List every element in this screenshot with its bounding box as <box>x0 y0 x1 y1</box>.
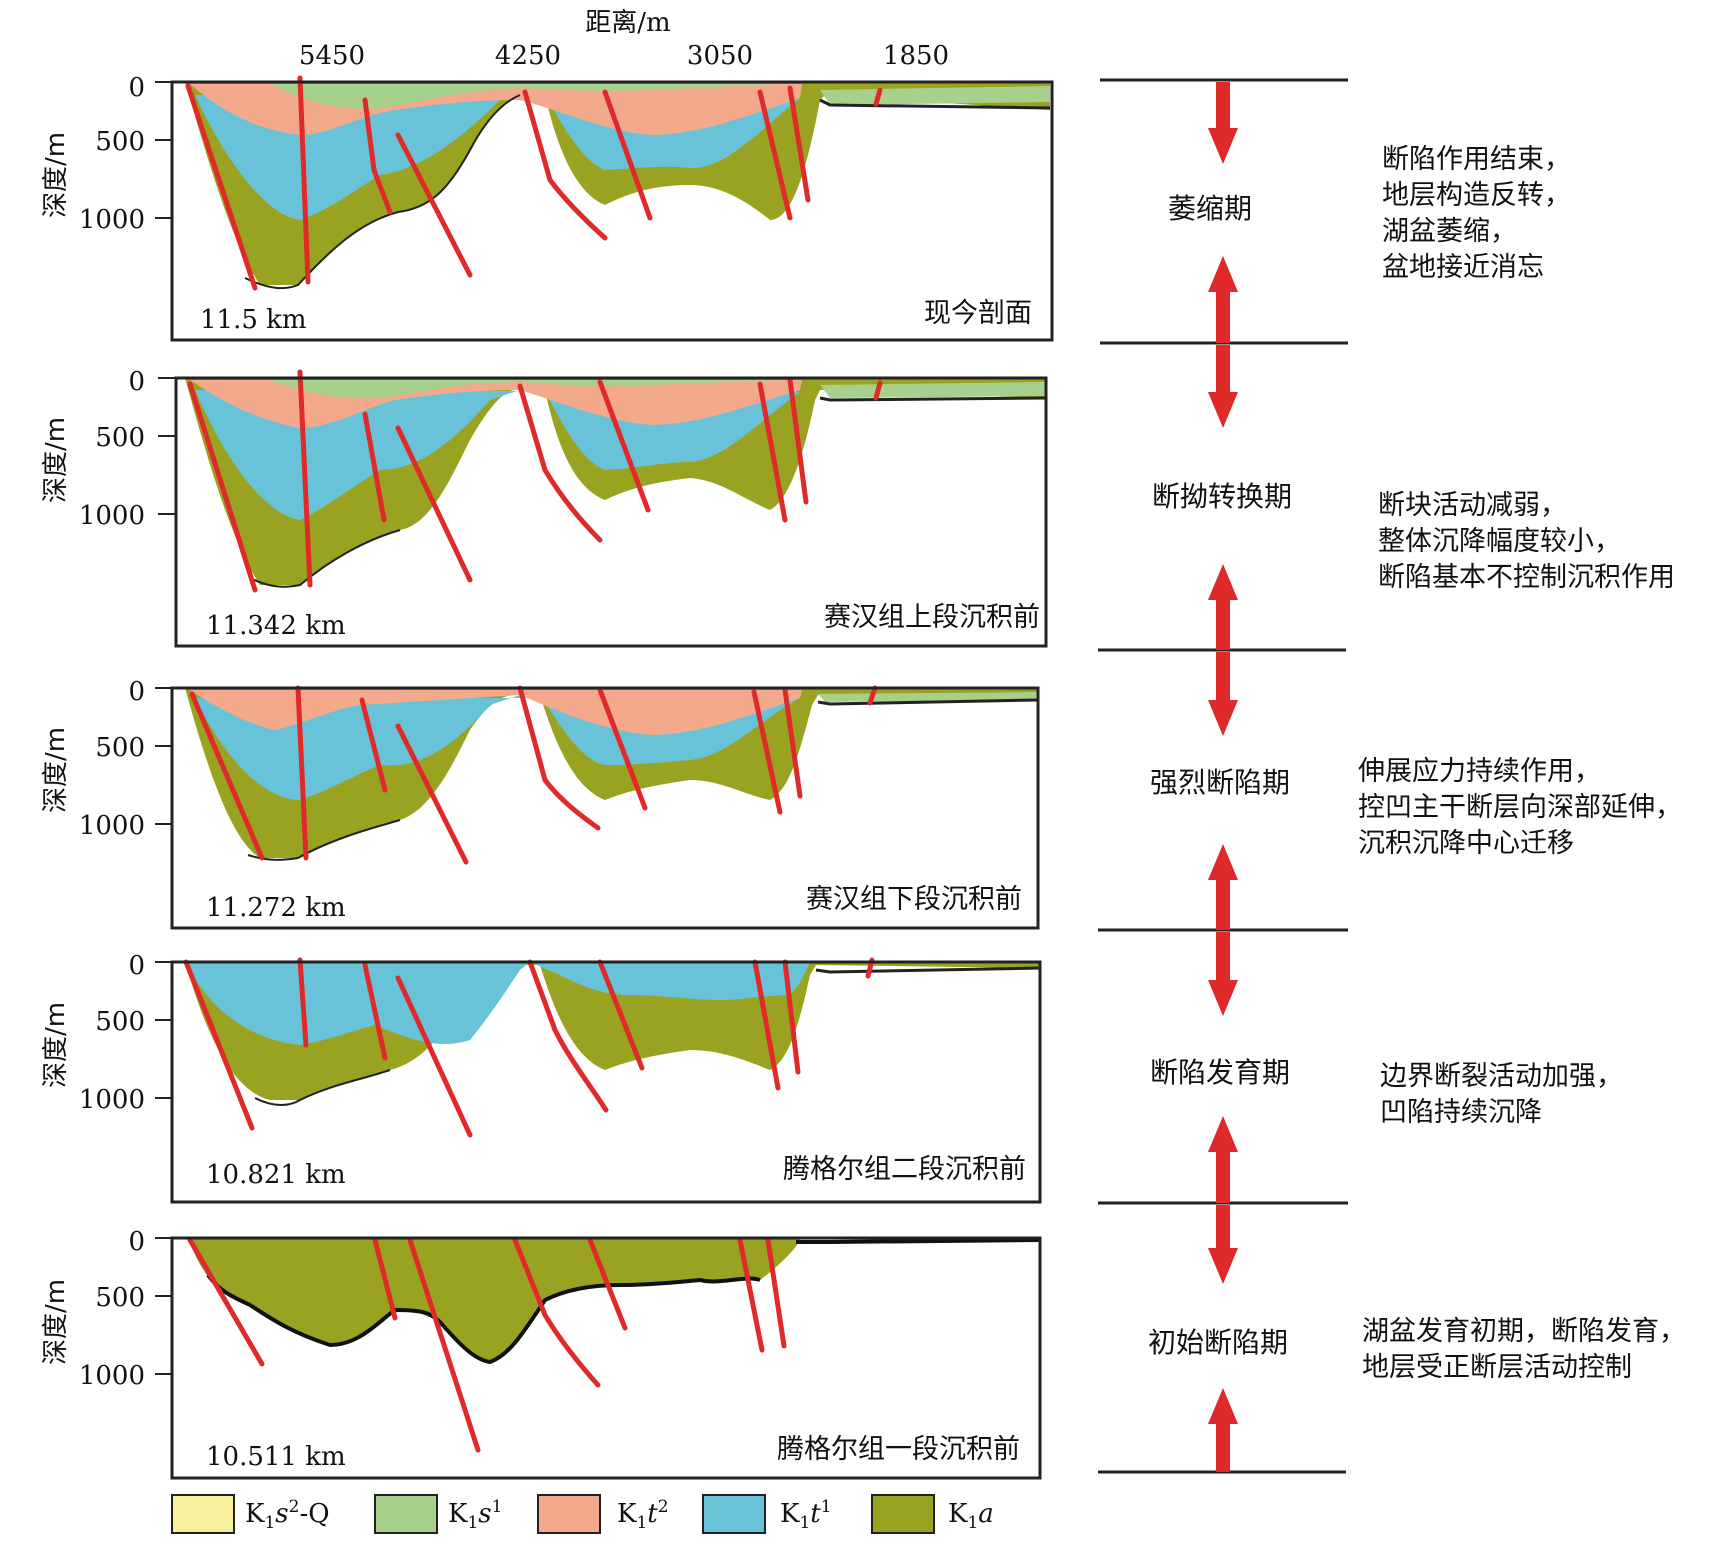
legend-swatch <box>702 1494 766 1534</box>
svg-text:沉积沉降中心迁移: 沉积沉降中心迁移 <box>1358 828 1574 859</box>
depth-tick-label: 1000 <box>79 1085 145 1115</box>
legend-swatch <box>537 1494 601 1534</box>
distance-tick-label: 1850 <box>883 41 949 71</box>
depth-tick-label: 500 <box>95 733 145 763</box>
svg-text:湖盆发育初期，断陷发育，: 湖盆发育初期，断陷发育， <box>1362 1316 1686 1347</box>
depth-axis-label: 深度/m <box>41 132 71 218</box>
depth-axis-label: 深度/m <box>41 1279 71 1365</box>
depth-tick-label: 0 <box>128 951 145 981</box>
svg-text:边界断裂活动加强，: 边界断裂活动加强， <box>1380 1061 1623 1092</box>
depth-tick-label: 0 <box>128 73 145 103</box>
cross-section-panel-4: 0 500 1000 深度/m 10.821 km 腾格尔组二段沉积前 <box>41 951 1042 1204</box>
legend-label: K1a <box>948 1499 994 1533</box>
legend-item: K1s2-Q <box>171 1494 330 1534</box>
depth-tick-label: 1000 <box>79 1361 145 1391</box>
svg-text:控凹主干断层向深部延伸，: 控凹主干断层向深部延伸， <box>1358 792 1682 823</box>
depth-tick-label: 1000 <box>79 811 145 841</box>
section-width-label: 10.821 km <box>206 1160 346 1190</box>
section-stage-label: 赛汉组上段沉积前 <box>824 602 1040 633</box>
section-width-label: 10.511 km <box>206 1442 346 1472</box>
depth-axis-label: 深度/m <box>41 727 71 813</box>
distance-tick-label: 4250 <box>495 41 561 71</box>
depth-axis-label: 深度/m <box>41 1002 71 1088</box>
depth-tick-label: 500 <box>95 423 145 453</box>
depth-tick-label: 1000 <box>79 205 145 235</box>
cross-section-panel-5: 0 500 1000 深度/m 10.511 km 腾格尔组一段沉积前 <box>41 1227 1042 1480</box>
depth-tick-label: 500 <box>95 1007 145 1037</box>
phase-name: 断拗转换期 <box>1152 480 1292 513</box>
depth-tick-label: 500 <box>95 127 145 157</box>
legend-label: K1s2-Q <box>245 1497 330 1533</box>
phase-description: 湖盆发育初期，断陷发育， 地层受正断层活动控制 <box>1362 1316 1686 1383</box>
svg-text:断陷基本不控制沉积作用: 断陷基本不控制沉积作用 <box>1378 562 1675 593</box>
depth-axis-label: 深度/m <box>41 417 71 503</box>
distance-axis-title: 距离/m <box>585 8 670 38</box>
phase-name: 强烈断陷期 <box>1150 766 1290 799</box>
legend-label: K1s1 <box>448 1497 502 1533</box>
legend-item: K1s1 <box>374 1494 502 1534</box>
arrow-icon <box>1208 82 1238 1472</box>
phase-name: 初始断陷期 <box>1148 1326 1288 1359</box>
legend-swatch <box>171 1494 235 1534</box>
depth-tick-label: 1000 <box>79 501 145 531</box>
cross-section-panel-3: 0 500 1000 深度/m 11.272 km 赛汉组下段沉积前 <box>41 677 1040 930</box>
section-width-label: 11.342 km <box>206 611 346 641</box>
section-width-label: 11.5 km <box>200 305 307 335</box>
section-stage-label: 腾格尔组一段沉积前 <box>777 1434 1020 1465</box>
phase-name: 萎缩期 <box>1168 192 1252 225</box>
cross-section-panel-1: 0 500 1000 深度/m 11.5 km 现今剖面 <box>41 73 1054 342</box>
svg-text:凹陷持续沉降: 凹陷持续沉降 <box>1380 1097 1542 1128</box>
svg-text:断陷作用结束，: 断陷作用结束， <box>1382 144 1571 175</box>
phase-description: 边界断裂活动加强， 凹陷持续沉降 <box>1380 1061 1623 1128</box>
phase-description: 断块活动减弱， 整体沉降幅度较小， 断陷基本不控制沉积作用 <box>1378 490 1675 593</box>
section-width-label: 11.272 km <box>206 893 346 923</box>
svg-text:伸展应力持续作用，: 伸展应力持续作用， <box>1358 756 1601 787</box>
depth-tick-label: 0 <box>128 367 145 397</box>
legend-item: K1t1 <box>702 1494 832 1534</box>
phase-name: 断陷发育期 <box>1150 1056 1290 1089</box>
depth-tick-label: 0 <box>128 1227 145 1257</box>
svg-text:湖盆萎缩，: 湖盆萎缩， <box>1382 216 1517 247</box>
legend-swatch <box>374 1494 438 1534</box>
phase-description: 伸展应力持续作用， 控凹主干断层向深部延伸， 沉积沉降中心迁移 <box>1358 756 1682 859</box>
depth-tick-label: 500 <box>95 1283 145 1313</box>
svg-text:整体沉降幅度较小，: 整体沉降幅度较小， <box>1378 526 1621 557</box>
legend-label: K1t1 <box>780 1497 832 1533</box>
section-stage-label: 腾格尔组二段沉积前 <box>783 1154 1026 1185</box>
legend-item: K1t2 <box>537 1494 669 1534</box>
section-stage-label: 赛汉组下段沉积前 <box>806 884 1022 915</box>
distance-tick-label: 3050 <box>687 41 753 71</box>
depth-tick-label: 0 <box>128 677 145 707</box>
distance-tick-label: 5450 <box>299 41 365 71</box>
svg-text:地层构造反转，: 地层构造反转， <box>1382 180 1571 211</box>
svg-text:盆地接近消忘: 盆地接近消忘 <box>1382 252 1544 283</box>
phase-timeline: 萎缩期 断拗转换期 强烈断陷期 断陷发育期 初始断陷期 断陷作用结束， 地层构造… <box>1098 78 1686 1474</box>
section-stage-label: 现今剖面 <box>924 298 1032 329</box>
phase-description: 断陷作用结束， 地层构造反转， 湖盆萎缩， 盆地接近消忘 <box>1382 144 1571 283</box>
legend: K1s2-Q K1s1 K1t2 K1t1 K1a <box>171 1494 994 1534</box>
svg-text:断块活动减弱，: 断块活动减弱， <box>1378 490 1567 521</box>
legend-item: K1a <box>871 1494 994 1534</box>
svg-text:地层受正断层活动控制: 地层受正断层活动控制 <box>1362 1352 1632 1383</box>
legend-swatch <box>871 1494 935 1534</box>
cross-section-panel-2: 0 500 1000 深度/m 11.342 km 赛汉组上段沉积前 <box>41 367 1048 648</box>
legend-label: K1t2 <box>617 1497 669 1533</box>
